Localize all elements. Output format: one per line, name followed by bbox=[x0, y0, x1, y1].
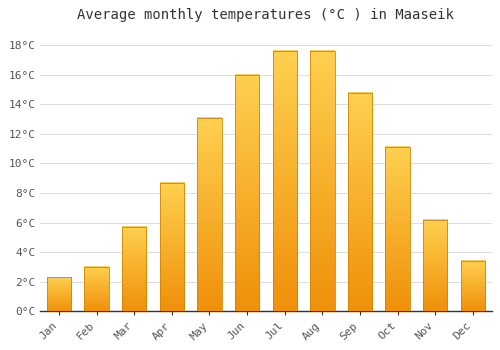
Bar bbox=[47, 277, 71, 311]
Bar bbox=[84, 267, 109, 311]
Bar bbox=[198, 118, 222, 311]
Bar bbox=[423, 219, 448, 311]
Bar bbox=[160, 183, 184, 311]
Bar bbox=[310, 51, 334, 311]
Bar bbox=[122, 227, 146, 311]
Bar bbox=[386, 147, 410, 311]
Bar bbox=[348, 92, 372, 311]
Bar bbox=[460, 261, 485, 311]
Bar bbox=[272, 51, 297, 311]
Bar bbox=[235, 75, 260, 311]
Title: Average monthly temperatures (°C ) in Maaseik: Average monthly temperatures (°C ) in Ma… bbox=[78, 8, 454, 22]
